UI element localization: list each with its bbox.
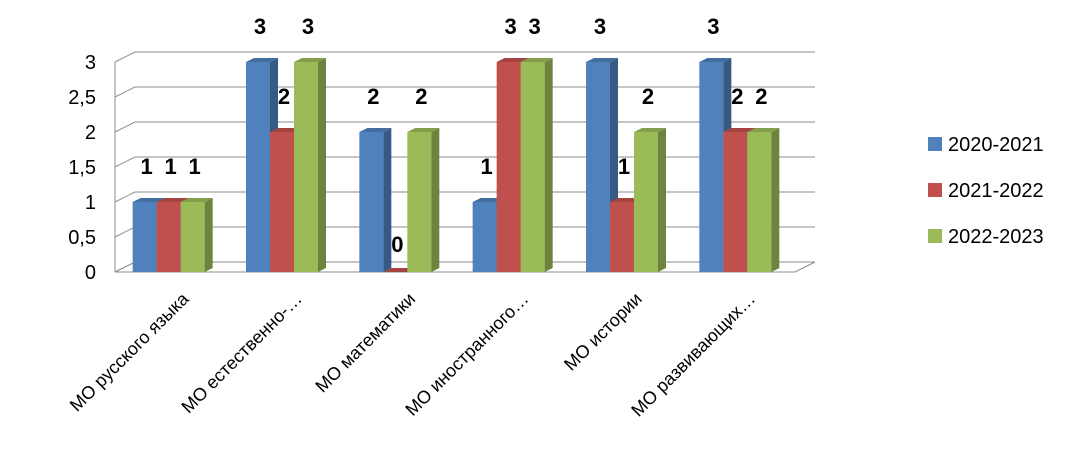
category-label: МО математики [311, 289, 419, 397]
bar [747, 128, 780, 272]
data-label: 1 [189, 154, 201, 179]
bar-front [156, 202, 181, 272]
legend-swatch [928, 229, 942, 243]
bar-front [610, 202, 634, 272]
bar [520, 58, 553, 272]
gridline-side [114, 86, 136, 98]
legend-label: 2020-2021 [948, 134, 1044, 156]
bar-side [383, 128, 392, 272]
gridline-side [114, 156, 136, 168]
bar-front [407, 132, 432, 272]
data-label: 3 [529, 14, 541, 39]
bar-front [634, 132, 658, 272]
y-tick-label: 2 [85, 122, 96, 144]
bar-front [520, 62, 545, 272]
data-label: 1 [481, 154, 493, 179]
bar-top [294, 58, 326, 62]
data-label: 0 [391, 232, 403, 257]
data-label: 2 [642, 84, 654, 109]
category-label: МО русского языка [66, 288, 193, 415]
bar-front [246, 62, 270, 272]
legend-label: 2021-2022 [948, 180, 1044, 202]
bar-front [132, 202, 157, 272]
bar-front [723, 132, 748, 272]
data-label: 2 [755, 84, 767, 109]
bar [294, 58, 326, 272]
data-label: 3 [302, 14, 314, 39]
data-label: 3 [254, 14, 266, 39]
bar-top [586, 58, 618, 62]
legend-item: 2021-2022 [928, 180, 1044, 202]
bar-front [270, 132, 294, 272]
bar-top [246, 58, 278, 62]
data-label: 1 [618, 154, 630, 179]
bar [586, 58, 618, 272]
bar-side [658, 128, 666, 272]
legend-item: 2020-2021 [928, 134, 1044, 156]
legend-swatch [928, 183, 942, 197]
bar-side [318, 58, 326, 272]
y-axis-ticks: 0 0,5 1 1,5 2 2,5 3 [68, 52, 96, 284]
legend-swatch [928, 137, 942, 151]
y-tick-label: 0,5 [68, 227, 96, 249]
bar-top [180, 198, 213, 202]
bar-top [359, 128, 392, 132]
y-tick-label: 0 [85, 262, 96, 284]
y-tick-label: 3 [85, 52, 96, 74]
bar-front [294, 62, 318, 272]
data-label: 2 [367, 84, 379, 109]
y-tick-label: 1,5 [68, 157, 96, 179]
gridline-side [114, 261, 136, 273]
bar-top [699, 58, 732, 62]
bar-front [586, 62, 610, 272]
bar-front [180, 202, 205, 272]
bar-front [699, 62, 724, 272]
bar-top [723, 128, 756, 132]
data-label: 2 [415, 84, 427, 109]
bar [634, 128, 666, 272]
category-label: МО естественно-… [177, 289, 305, 417]
category-label: МО истории [560, 289, 646, 375]
gridline-side [114, 51, 136, 63]
data-label: 3 [505, 14, 517, 39]
bar-top [156, 198, 189, 202]
bar-side [431, 128, 440, 272]
bar-side [544, 58, 553, 272]
bar [180, 198, 213, 272]
data-label: 1 [141, 154, 153, 179]
category-label: МО иностранного… [401, 289, 532, 420]
data-label: 1 [165, 154, 177, 179]
gridline-side [114, 226, 136, 238]
bar-top [747, 128, 780, 132]
bar-top [496, 58, 529, 62]
y-tick-label: 2,5 [68, 87, 96, 109]
bar-top [132, 198, 165, 202]
legend: 2020-2021 2021-2022 2022-2023 [928, 134, 1044, 248]
bar-top [634, 128, 666, 132]
bar-front [747, 132, 772, 272]
bar-front [472, 202, 497, 272]
bar-side [771, 128, 780, 272]
bar-front [359, 132, 384, 272]
legend-label: 2022-2023 [948, 226, 1044, 248]
data-label: 3 [707, 14, 719, 39]
category-label: МО развивающих… [627, 289, 759, 421]
data-label: 3 [594, 14, 606, 39]
bar-front [496, 62, 521, 272]
bar-side [204, 198, 213, 272]
data-label: 2 [278, 84, 290, 109]
bar [407, 128, 440, 272]
y-tick-label: 1 [85, 192, 96, 214]
bar [359, 128, 392, 272]
data-label: 2 [731, 84, 743, 109]
bars [132, 58, 780, 273]
bar-top [520, 58, 553, 62]
bar-top [407, 128, 440, 132]
gridline-side [114, 191, 136, 203]
gridline-side [114, 121, 136, 133]
legend-item: 2022-2023 [928, 226, 1044, 248]
